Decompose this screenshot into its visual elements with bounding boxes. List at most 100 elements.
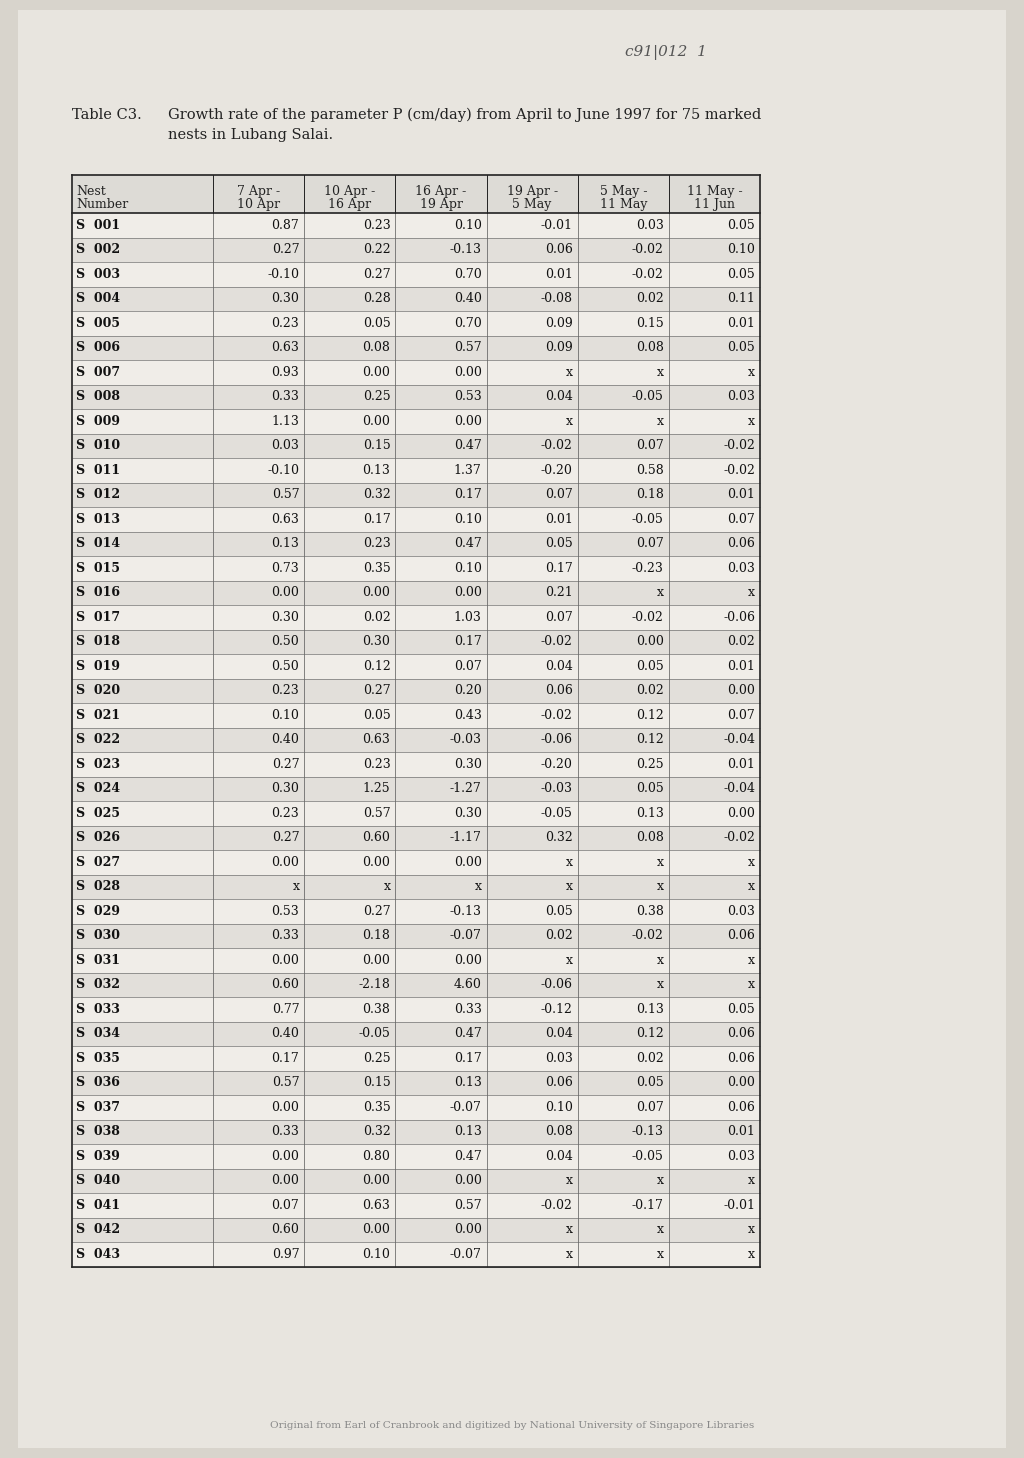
Text: 0.10: 0.10 — [454, 561, 481, 574]
Text: S  018: S 018 — [76, 636, 120, 649]
Bar — [72, 1045, 760, 1070]
Text: x: x — [565, 1223, 572, 1236]
Text: 0.05: 0.05 — [636, 783, 664, 795]
Bar — [72, 287, 760, 311]
Text: 16 Apr: 16 Apr — [329, 198, 372, 211]
Text: 0.01: 0.01 — [727, 660, 755, 672]
Text: x: x — [565, 856, 572, 869]
Text: S  001: S 001 — [76, 219, 120, 232]
Bar — [72, 875, 760, 900]
Text: 0.23: 0.23 — [362, 758, 390, 771]
Text: 0.40: 0.40 — [271, 1028, 299, 1040]
Text: 0.07: 0.07 — [545, 488, 572, 502]
Text: 0.00: 0.00 — [636, 636, 664, 649]
Text: 0.40: 0.40 — [271, 733, 299, 746]
Text: 0.57: 0.57 — [454, 1198, 481, 1212]
Bar — [72, 900, 760, 923]
Text: S  024: S 024 — [76, 783, 120, 795]
Text: 0.27: 0.27 — [271, 243, 299, 257]
Text: 0.25: 0.25 — [636, 758, 664, 771]
Text: 0.04: 0.04 — [545, 660, 572, 672]
Text: 0.05: 0.05 — [727, 1003, 755, 1016]
Text: x: x — [748, 978, 755, 991]
Bar — [72, 997, 760, 1022]
Text: 0.15: 0.15 — [362, 439, 390, 452]
Text: S  007: S 007 — [76, 366, 120, 379]
Text: -0.02: -0.02 — [632, 243, 664, 257]
Text: S  043: S 043 — [76, 1248, 120, 1261]
Text: 0.03: 0.03 — [727, 1150, 755, 1162]
Text: x: x — [748, 414, 755, 427]
Bar — [72, 360, 760, 385]
Text: 0.27: 0.27 — [271, 831, 299, 844]
Text: 1.37: 1.37 — [454, 464, 481, 477]
Bar — [72, 335, 760, 360]
Text: 0.17: 0.17 — [362, 513, 390, 526]
Text: x: x — [748, 856, 755, 869]
Text: 0.06: 0.06 — [545, 684, 572, 697]
Text: -1.17: -1.17 — [450, 831, 481, 844]
Text: 0.13: 0.13 — [454, 1076, 481, 1089]
Bar — [72, 777, 760, 800]
Text: 0.13: 0.13 — [636, 806, 664, 819]
Bar — [72, 605, 760, 630]
Text: 0.12: 0.12 — [636, 709, 664, 722]
Text: 0.32: 0.32 — [362, 1126, 390, 1139]
Text: S  025: S 025 — [76, 806, 120, 819]
Text: 0.02: 0.02 — [727, 636, 755, 649]
Text: 0.08: 0.08 — [545, 1126, 572, 1139]
Text: 0.13: 0.13 — [271, 537, 299, 550]
Text: 1.25: 1.25 — [362, 783, 390, 795]
Bar — [72, 311, 760, 335]
Text: -0.04: -0.04 — [723, 783, 755, 795]
Bar — [72, 410, 760, 433]
Text: 0.23: 0.23 — [271, 684, 299, 697]
Text: 0.30: 0.30 — [271, 783, 299, 795]
Text: -0.10: -0.10 — [267, 464, 299, 477]
Text: 0.00: 0.00 — [454, 414, 481, 427]
Text: S  032: S 032 — [76, 978, 120, 991]
Text: -0.13: -0.13 — [450, 243, 481, 257]
Text: -0.03: -0.03 — [541, 783, 572, 795]
Text: S  010: S 010 — [76, 439, 120, 452]
Text: -0.01: -0.01 — [541, 219, 572, 232]
Text: S  034: S 034 — [76, 1028, 120, 1040]
Text: -0.03: -0.03 — [450, 733, 481, 746]
Bar — [72, 507, 760, 532]
Text: 0.17: 0.17 — [454, 488, 481, 502]
Text: Growth rate of the parameter P (cm/day) from April to June 1997 for 75 marked: Growth rate of the parameter P (cm/day) … — [168, 108, 761, 122]
Text: 0.00: 0.00 — [271, 954, 299, 967]
Text: 0.18: 0.18 — [362, 929, 390, 942]
Bar — [72, 483, 760, 507]
Bar — [72, 850, 760, 875]
Bar — [72, 1168, 760, 1193]
Text: -0.05: -0.05 — [632, 1150, 664, 1162]
Text: 0.02: 0.02 — [362, 611, 390, 624]
Text: 0.12: 0.12 — [362, 660, 390, 672]
Text: S  029: S 029 — [76, 905, 120, 917]
Text: 0.03: 0.03 — [727, 391, 755, 404]
Text: 0.09: 0.09 — [545, 316, 572, 330]
Text: 7 Apr -: 7 Apr - — [238, 185, 281, 198]
Text: 0.00: 0.00 — [271, 1174, 299, 1187]
Text: 0.18: 0.18 — [636, 488, 664, 502]
Text: x: x — [656, 978, 664, 991]
Text: 0.50: 0.50 — [271, 660, 299, 672]
Text: 0.73: 0.73 — [271, 561, 299, 574]
Text: 0.13: 0.13 — [454, 1126, 481, 1139]
Text: 0.04: 0.04 — [545, 1028, 572, 1040]
Text: c91|012  1: c91|012 1 — [625, 45, 707, 60]
Text: x: x — [656, 1174, 664, 1187]
Text: 0.00: 0.00 — [362, 1223, 390, 1236]
Text: 0.17: 0.17 — [454, 1051, 481, 1064]
Text: x: x — [656, 881, 664, 894]
Text: 0.05: 0.05 — [636, 1076, 664, 1089]
Bar — [72, 1120, 760, 1145]
Text: -0.04: -0.04 — [723, 733, 755, 746]
Text: -0.20: -0.20 — [541, 464, 572, 477]
Text: 0.10: 0.10 — [454, 513, 481, 526]
Text: 0.06: 0.06 — [727, 1101, 755, 1114]
Text: -0.20: -0.20 — [541, 758, 572, 771]
Bar — [72, 948, 760, 972]
Text: -0.02: -0.02 — [632, 929, 664, 942]
